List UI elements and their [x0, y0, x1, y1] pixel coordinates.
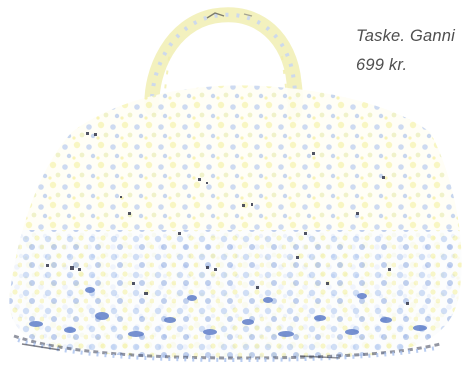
- product-name: Taske. Ganni: [356, 27, 456, 45]
- product-price: 699 kr.: [356, 56, 408, 74]
- product-caption: Taske. Ganni 699 kr.: [356, 22, 472, 80]
